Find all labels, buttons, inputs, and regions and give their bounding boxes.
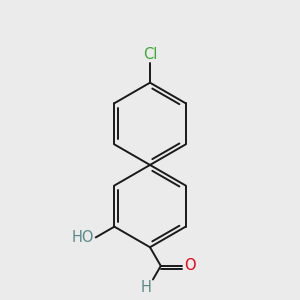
Text: O: O (184, 258, 196, 273)
Text: HO: HO (71, 230, 94, 245)
Text: H: H (141, 280, 152, 296)
Text: Cl: Cl (143, 47, 157, 62)
